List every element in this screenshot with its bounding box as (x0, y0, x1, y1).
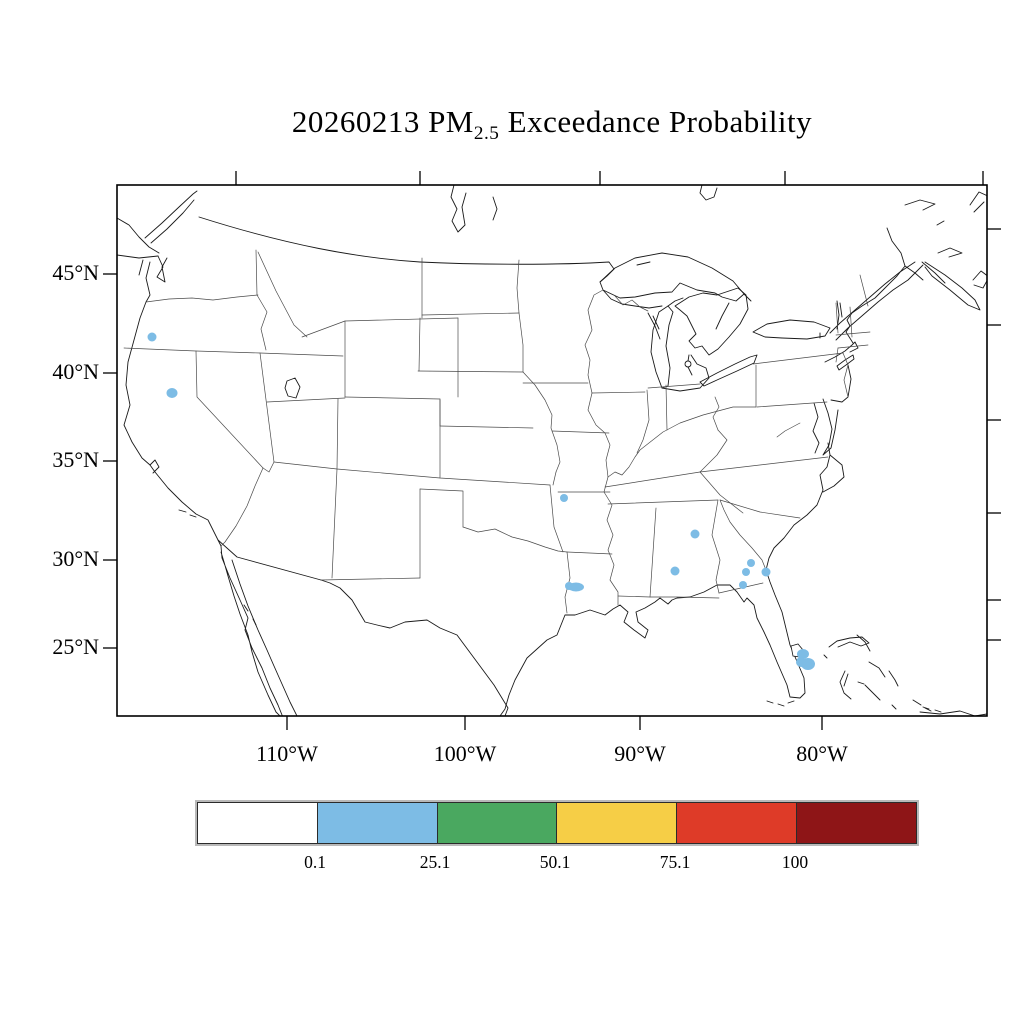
probability-marker-tahoe-area-nevada (166, 388, 178, 398)
probability-marker-central-east-alabama (690, 529, 700, 539)
colorbar-segment-4 (676, 802, 798, 844)
title-subscript: 2.5 (473, 123, 500, 145)
title-prefix: 20260213 PM (291, 104, 474, 139)
title-suffix: Exceedance Probability (499, 104, 813, 139)
probability-marker-northern-california (147, 332, 157, 342)
colorbar-segment-0 (197, 802, 318, 844)
map-area (85, 153, 1019, 781)
lat-tick-label: 40°N (52, 359, 99, 384)
us-basemap-svg (103, 171, 1001, 730)
colorbar-segment-3 (556, 802, 678, 844)
axis-ticks (103, 171, 1001, 730)
lat-tick-label: 45°N (52, 260, 99, 285)
probability-marker-southeast-florida-3 (796, 657, 806, 667)
colorbar-boundary-label: 0.1 (304, 852, 326, 872)
probability-marker-southwest-louisiana-2 (565, 582, 573, 590)
lon-tick-label: 90°W (614, 741, 666, 766)
chart-title: 20260213 PM2.5 Exceedance Probability (117, 104, 987, 145)
probability-marker-southeast-georgia-coast (761, 567, 771, 577)
probability-marker-georgia-florida-border (739, 581, 747, 589)
lat-tick-label: 25°N (52, 634, 99, 659)
lon-tick-label: 80°W (796, 741, 848, 766)
probability-marker-southwest-alabama (670, 566, 680, 576)
lat-tick-label: 30°N (52, 546, 99, 571)
colorbar-segment-1 (316, 802, 438, 844)
probability-marker-southeast-florida-1 (797, 649, 809, 659)
colorbar-boundary-label: 100 (781, 852, 809, 872)
colorbar-boundary-label: 75.1 (659, 852, 691, 872)
probability-marker-south-georgia-1 (747, 559, 755, 567)
map-frame (116, 184, 988, 717)
colorbar-segment-2 (436, 802, 558, 844)
state-borders (123, 249, 871, 614)
probability-markers (147, 332, 815, 670)
colorbar-boundary-label: 25.1 (419, 852, 451, 872)
lat-tick-label: 35°N (52, 447, 99, 472)
lon-tick-label: 100°W (433, 741, 497, 766)
colorbar-boundary-label: 50.1 (539, 852, 571, 872)
probability-marker-south-georgia-2 (742, 568, 750, 576)
colorbar-segment-5 (796, 802, 917, 844)
coastlines (117, 185, 987, 716)
lon-tick-label: 110°W (256, 741, 318, 766)
probability-colorbar (195, 800, 919, 846)
probability-marker-southwest-arkansas (560, 494, 568, 502)
